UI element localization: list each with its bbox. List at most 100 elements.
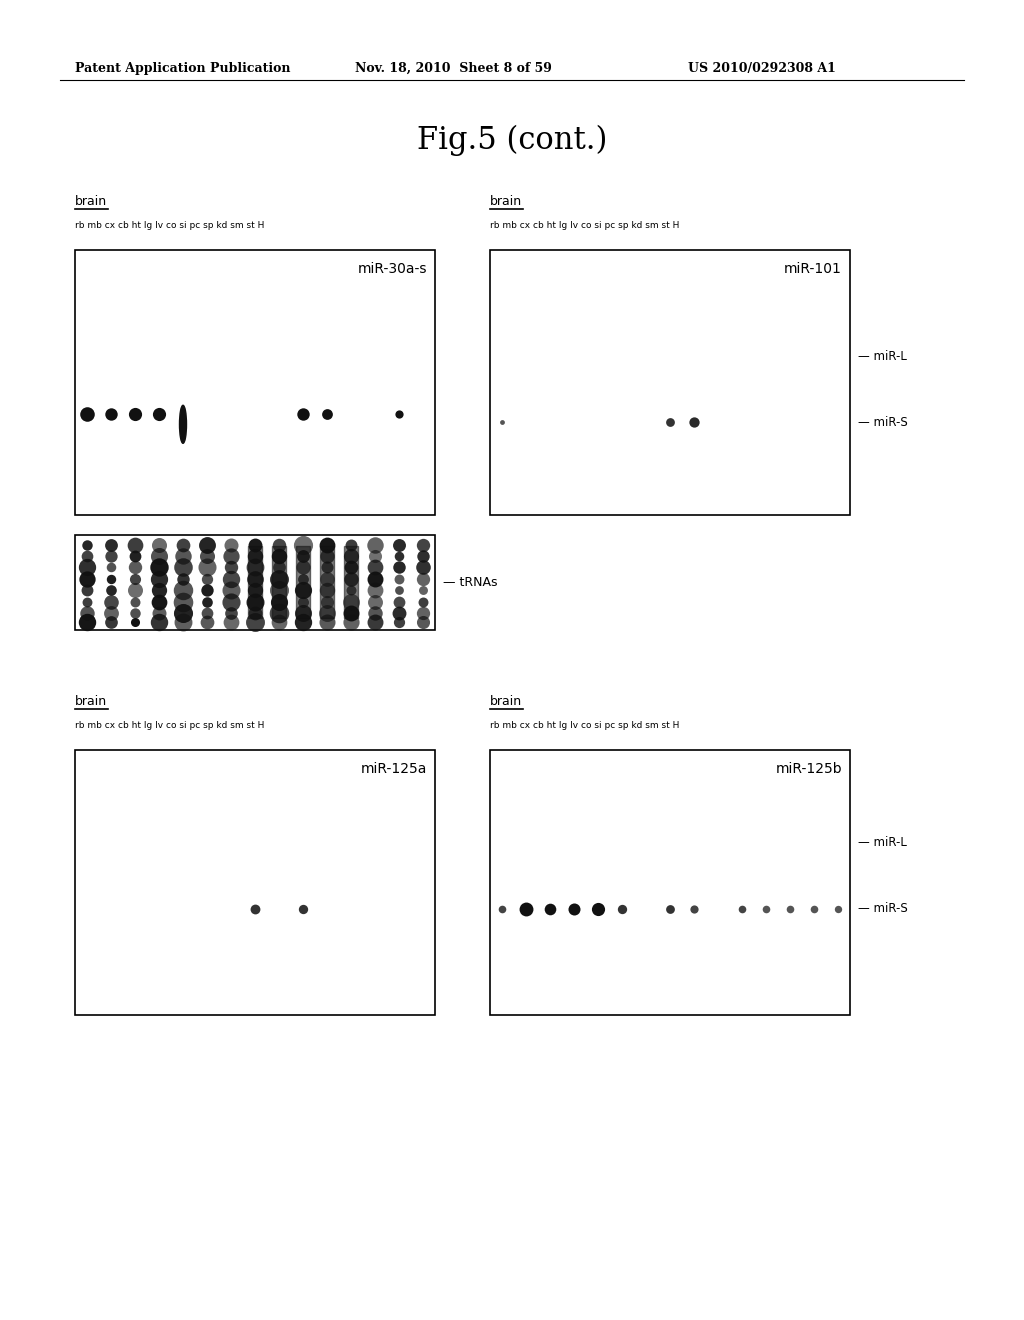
Point — [318, 579, 335, 601]
Point — [295, 557, 311, 578]
Point — [295, 591, 311, 612]
Point — [686, 899, 702, 920]
Point — [79, 557, 95, 578]
Point — [199, 533, 215, 554]
Text: rb mb cx cb ht lg lv co si pc sp kd sm st H: rb mb cx cb ht lg lv co si pc sp kd sm s… — [490, 220, 679, 230]
Point — [102, 404, 119, 425]
Point — [566, 899, 583, 920]
Point — [295, 612, 311, 634]
Point — [151, 404, 167, 425]
Point — [270, 591, 287, 612]
Point — [367, 557, 383, 578]
Point — [247, 899, 263, 920]
Text: — tRNAs: — tRNAs — [443, 576, 498, 589]
Point — [494, 412, 510, 433]
Point — [415, 612, 431, 634]
Point — [295, 899, 311, 920]
Point — [590, 899, 606, 920]
Point — [175, 557, 191, 578]
Point — [79, 591, 95, 612]
Point — [343, 579, 359, 601]
Point — [199, 579, 215, 601]
Point — [318, 545, 335, 566]
Point — [247, 612, 263, 634]
Point — [79, 545, 95, 566]
Point — [391, 404, 408, 425]
Point — [318, 557, 335, 578]
Point — [270, 602, 287, 623]
Point — [247, 591, 263, 612]
Point — [367, 579, 383, 601]
Point — [391, 602, 408, 623]
Point — [686, 412, 702, 433]
Point — [343, 533, 359, 554]
Point — [127, 602, 143, 623]
Text: brain: brain — [75, 696, 108, 708]
Point — [318, 602, 335, 623]
Bar — [490, 750, 850, 1015]
Point — [367, 568, 383, 589]
Point — [415, 545, 431, 566]
Point — [494, 899, 510, 920]
Point — [247, 557, 263, 578]
Point — [247, 545, 263, 566]
Point — [247, 579, 263, 601]
Point — [391, 612, 408, 634]
Point — [127, 579, 143, 601]
Point — [247, 602, 263, 623]
Text: brain: brain — [75, 195, 108, 209]
Text: Fig.5 (cont.): Fig.5 (cont.) — [417, 125, 607, 156]
Point — [223, 591, 240, 612]
Point — [318, 568, 335, 589]
Point — [391, 533, 408, 554]
Point — [151, 568, 167, 589]
Point — [175, 612, 191, 634]
Point — [295, 545, 311, 566]
Point — [367, 545, 383, 566]
Point — [223, 612, 240, 634]
Point — [542, 899, 558, 920]
Point — [127, 568, 143, 589]
Point — [270, 568, 287, 589]
Point — [343, 557, 359, 578]
Point — [151, 612, 167, 634]
Point — [175, 602, 191, 623]
Text: US 2010/0292308 A1: US 2010/0292308 A1 — [688, 62, 836, 75]
Point — [127, 545, 143, 566]
Point — [199, 568, 215, 589]
Point — [79, 602, 95, 623]
Point — [199, 557, 215, 578]
Bar — [75, 535, 435, 630]
Point — [79, 404, 95, 425]
Text: miR-30a-s: miR-30a-s — [357, 261, 427, 276]
Text: Patent Application Publication: Patent Application Publication — [75, 62, 291, 75]
Point — [758, 899, 774, 920]
Text: brain: brain — [490, 696, 522, 708]
Point — [223, 545, 240, 566]
Point — [781, 899, 798, 920]
Point — [415, 533, 431, 554]
Point — [415, 568, 431, 589]
Point — [391, 557, 408, 578]
Point — [415, 602, 431, 623]
Text: rb mb cx cb ht lg lv co si pc sp kd sm st H: rb mb cx cb ht lg lv co si pc sp kd sm s… — [75, 220, 264, 230]
Point — [199, 591, 215, 612]
Text: brain: brain — [490, 195, 522, 209]
Point — [151, 557, 167, 578]
Text: rb mb cx cb ht lg lv co si pc sp kd sm st H: rb mb cx cb ht lg lv co si pc sp kd sm s… — [490, 721, 679, 730]
Point — [127, 612, 143, 634]
Bar — [344, 546, 357, 618]
Point — [318, 591, 335, 612]
Point — [829, 899, 846, 920]
Point — [102, 557, 119, 578]
Point — [270, 545, 287, 566]
Point — [79, 533, 95, 554]
Point — [295, 568, 311, 589]
Point — [102, 568, 119, 589]
Text: rb mb cx cb ht lg lv co si pc sp kd sm st H: rb mb cx cb ht lg lv co si pc sp kd sm s… — [75, 721, 264, 730]
Point — [343, 612, 359, 634]
Point — [79, 579, 95, 601]
Text: — miR-L: — miR-L — [858, 837, 907, 849]
Point — [151, 533, 167, 554]
Point — [343, 591, 359, 612]
